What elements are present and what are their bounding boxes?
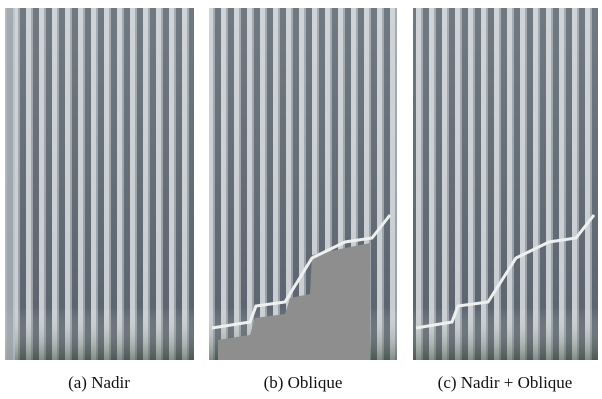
caption: (b) Oblique: [264, 373, 343, 392]
panel-c-image: [413, 8, 598, 360]
caption: (a) Nadir: [68, 373, 130, 392]
panel-a-image: [5, 8, 194, 360]
panel-b-image: [209, 8, 397, 360]
caption: (c) Nadir + Oblique: [438, 373, 573, 392]
figure: (a) Nadir (b) Oblique (c) Nadir + Obliqu…: [0, 0, 602, 399]
